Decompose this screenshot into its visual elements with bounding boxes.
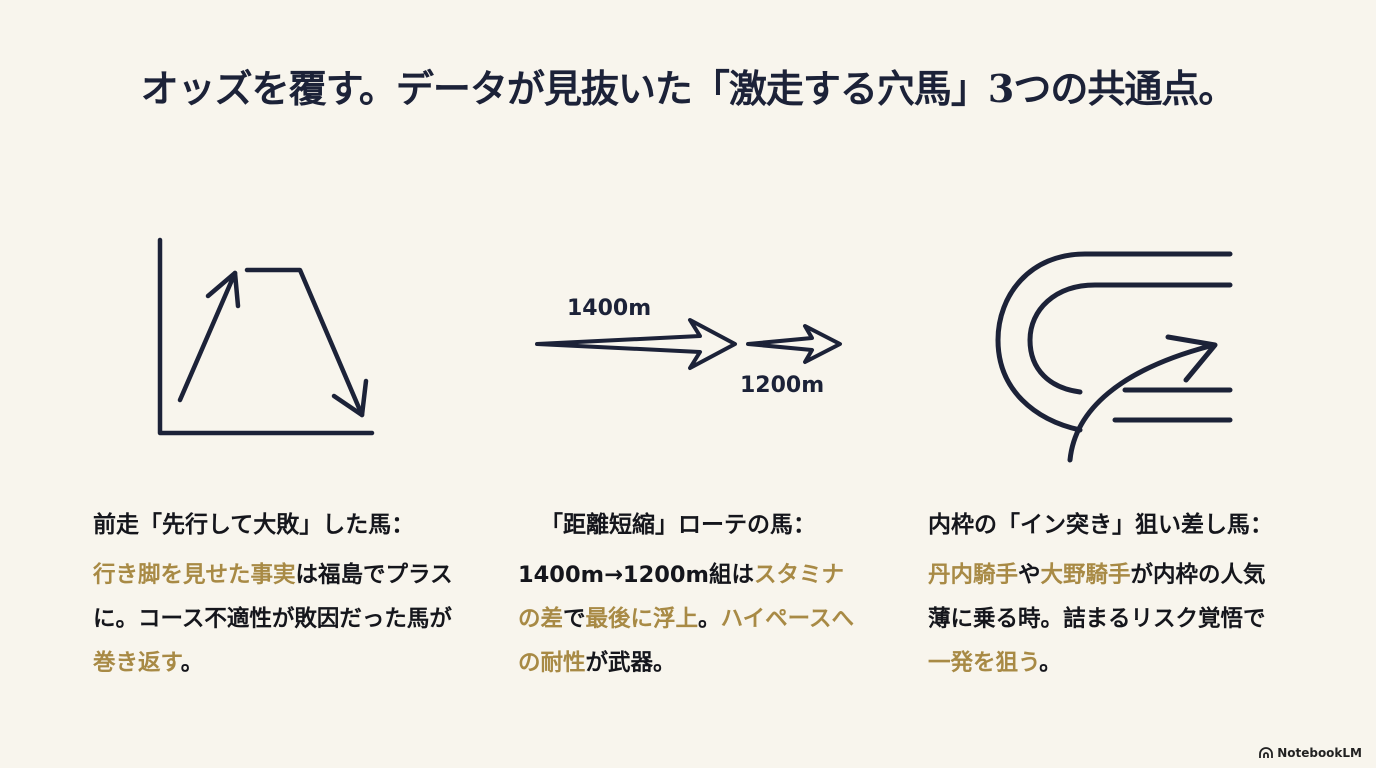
column-2: 「距離短縮」ローテの馬： 1400m→1200m組はスタミナの差で最後に浮上。ハ…	[518, 505, 863, 685]
highlighted-text: 最後に浮上	[585, 606, 699, 632]
highlighted-text: ハイペースへの耐性	[518, 606, 854, 676]
column-body: 1400m→1200m組はスタミナの差で最後に浮上。ハイペースへの耐性が武器。	[518, 553, 863, 685]
distance-label-to: 1200m	[740, 373, 825, 398]
column-3: 内枠の「イン突き」狙い差し馬： 丹内騎手や大野騎手が内枠の人気薄に乗る時。詰まる…	[928, 505, 1288, 685]
column-1: 前走「先行して大敗」した馬： 行き脚を見せた事実は福島でプラスに。コース不適性が…	[93, 505, 473, 685]
highlighted-text: 行き脚を見せた事実	[93, 562, 296, 588]
body-text: 。	[698, 606, 721, 632]
column-heading: 前走「先行して大敗」した馬：	[93, 512, 415, 538]
notebooklm-logo: NotebookLM	[1259, 746, 1362, 760]
brand-text: NotebookLM	[1277, 746, 1362, 760]
column-heading: 「距離短縮」ローテの馬：	[540, 512, 816, 538]
column-body: 丹内騎手や大野騎手が内枠の人気薄に乗る時。詰まるリスク覚悟で一発を狙う。	[928, 553, 1288, 685]
body-text: が内枠の人気薄に乗る時。詰まるリスク覚悟で	[928, 562, 1266, 632]
notebooklm-icon	[1259, 747, 1274, 758]
highlighted-text: 大野騎手	[1040, 562, 1131, 588]
page-title: オッズを覆す。データが見抜いた「激走する穴馬」3つの共通点。	[140, 66, 1237, 111]
body-text: は福島でプラスに。コース不適性が敗因だった馬が	[93, 562, 453, 632]
body-text: が武器。	[585, 650, 676, 676]
body-text: 。	[180, 650, 204, 676]
highlighted-text: 一発を狙う	[928, 650, 1040, 676]
column-heading: 内枠の「イン突き」狙い差し馬：	[928, 512, 1273, 538]
body-text: や	[1018, 562, 1041, 588]
highlighted-text: スタミナの差	[518, 562, 845, 632]
highlighted-text: 巻き返す	[93, 650, 181, 676]
body-text: 。	[1039, 650, 1062, 676]
body-text: 1400m→1200m組は	[518, 562, 754, 588]
highlighted-text: 丹内騎手	[928, 562, 1019, 588]
distance-label-from: 1400m	[567, 296, 652, 321]
column-body: 行き脚を見せた事実は福島でプラスに。コース不適性が敗因だった馬が巻き返す。	[93, 553, 473, 685]
body-text: で	[563, 606, 586, 632]
